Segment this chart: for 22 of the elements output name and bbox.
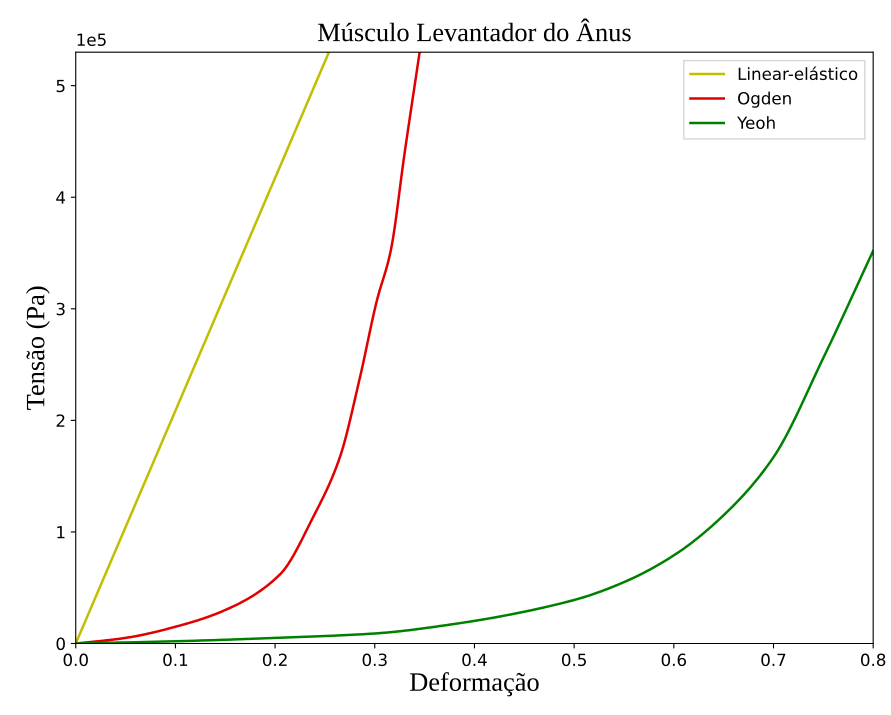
y-tick-label: 3 xyxy=(56,302,65,316)
x-tick-label: 0.2 xyxy=(262,654,287,666)
y-tick-label: 5 xyxy=(56,80,65,92)
x-axis-title: Deformação xyxy=(410,672,539,696)
x-tick-label: 0.3 xyxy=(362,654,387,666)
y-axis-title: Tensão (Pa) xyxy=(26,286,50,410)
x-tick-label: 0.5 xyxy=(562,654,586,666)
x-tick-label: 0.7 xyxy=(761,654,786,666)
y-tick-label: 0 xyxy=(56,637,65,650)
y-tick-label: 2 xyxy=(56,414,64,427)
x-tick-label: 0.4 xyxy=(462,654,487,666)
x-tick-label: 0.6 xyxy=(662,654,686,666)
y-tick-label: 4 xyxy=(56,191,66,204)
y-tick-label: 1 xyxy=(57,526,64,538)
legend-label: Yeoh xyxy=(737,116,775,130)
legend-label: Linear-elástico xyxy=(738,66,858,80)
x-tick-label: 0.8 xyxy=(861,654,886,666)
x-tick-label: 0.0 xyxy=(64,654,88,666)
text: 1e5 xyxy=(78,34,106,46)
legend-label: Ogden xyxy=(738,92,791,108)
chart-title: Músculo Levantador do Ânus xyxy=(318,18,631,42)
x-tick-label: 0.1 xyxy=(163,654,188,666)
